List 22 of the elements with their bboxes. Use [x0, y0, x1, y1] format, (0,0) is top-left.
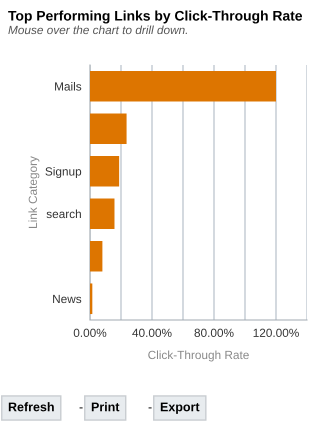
- bar: [90, 156, 120, 187]
- bar: [90, 198, 114, 230]
- x-tick-label: 80.00%: [194, 328, 234, 338]
- x-tick-label: 120.00%: [254, 328, 299, 338]
- text: -: [148, 407, 152, 408]
- text: Export: [160, 402, 200, 414]
- y-tick-label: search: [46, 209, 81, 218]
- bar: [90, 70, 276, 102]
- y-tick-label: News: [53, 294, 82, 304]
- x-tick-label: 40.00%: [132, 328, 172, 338]
- chart-subtitle: Mouse over the chart to drill down.: [8, 26, 188, 34]
- x-axis-title: Click-Through Rate: [148, 350, 249, 362]
- y-tick-label: Signup: [45, 166, 82, 178]
- bar: [90, 240, 102, 272]
- bar: [90, 113, 127, 144]
- y-axis-title: Link Category: [28, 156, 40, 228]
- chart-title: Top Performing Links by Click-Through Rate: [8, 10, 302, 24]
- text: Refresh: [8, 402, 54, 412]
- x-tick-label: 0.00%: [74, 328, 106, 338]
- text: Print: [92, 402, 120, 412]
- text: -: [80, 407, 83, 408]
- y-tick-label: Mails: [55, 82, 82, 91]
